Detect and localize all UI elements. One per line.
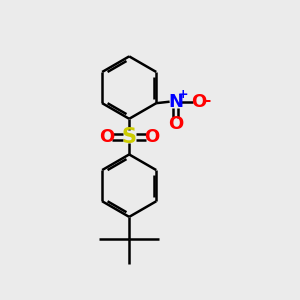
Text: O: O	[144, 128, 159, 146]
Text: -: -	[205, 93, 211, 108]
Text: O: O	[191, 93, 206, 111]
Text: +: +	[178, 88, 188, 101]
Text: O: O	[99, 128, 115, 146]
Text: N: N	[168, 93, 183, 111]
Text: O: O	[168, 115, 183, 133]
Text: S: S	[122, 127, 137, 147]
